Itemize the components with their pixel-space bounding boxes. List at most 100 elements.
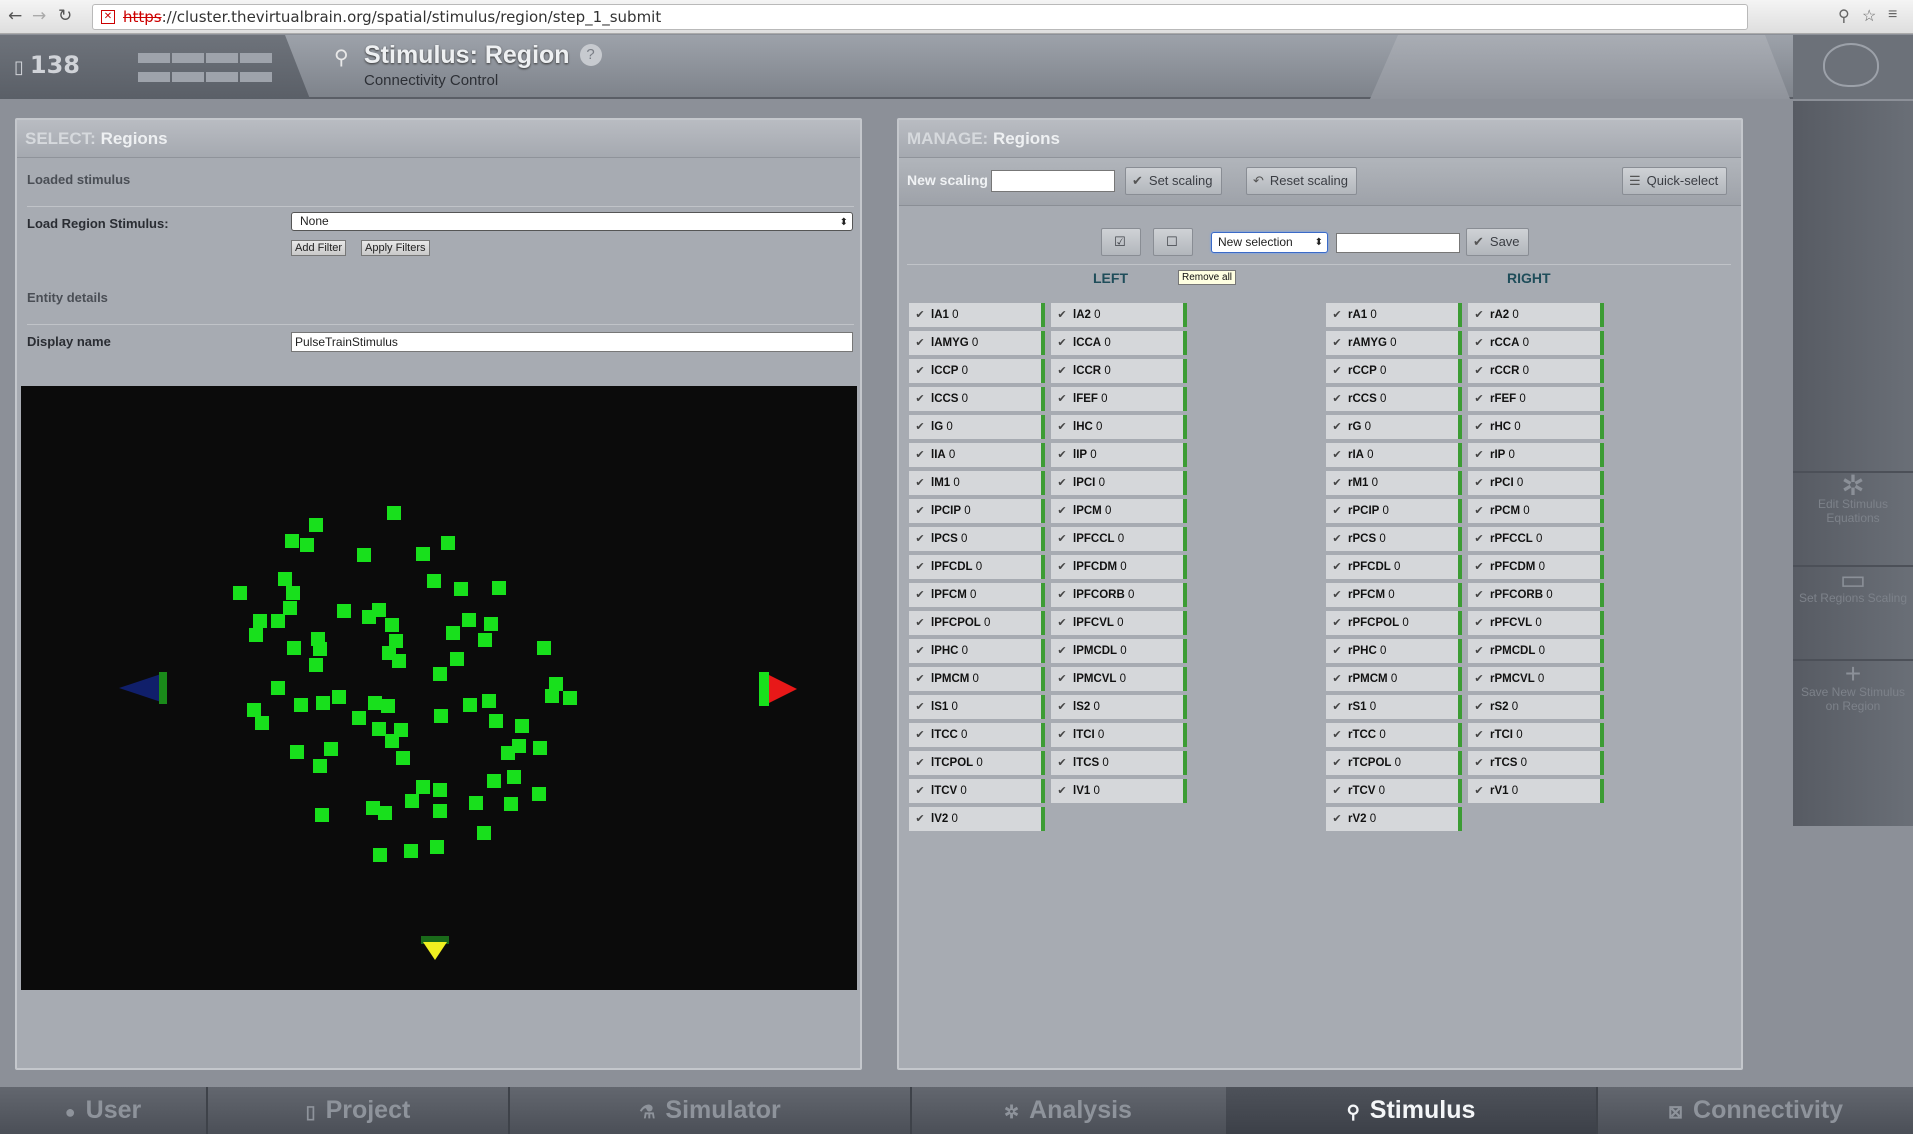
region-node[interactable] (492, 581, 506, 595)
region-item-lPFCDM[interactable]: ✔ lPFCDM 0 (1051, 555, 1187, 579)
region-node[interactable] (487, 774, 501, 788)
region-item-lIA[interactable]: ✔ lIA 0 (909, 443, 1045, 467)
region-item-rA1[interactable]: ✔ rA1 0 (1326, 303, 1462, 327)
region-node[interactable] (389, 634, 403, 648)
region-node[interactable] (512, 739, 526, 753)
tab-connectivity[interactable]: ⊠ Connectivity (1598, 1087, 1913, 1134)
region-item-lIP[interactable]: ✔ lIP 0 (1051, 443, 1187, 467)
project-menu-icon[interactable] (138, 53, 274, 91)
region-item-lA2[interactable]: ✔ lA2 0 (1051, 303, 1187, 327)
region-item-rAMYG[interactable]: ✔ rAMYG 0 (1326, 331, 1462, 355)
region-node[interactable] (446, 626, 460, 640)
checkbox-icon[interactable]: ✔ (1332, 449, 1342, 461)
checkbox-icon[interactable]: ✔ (1474, 561, 1484, 573)
region-node[interactable] (504, 797, 518, 811)
region-node[interactable] (300, 538, 314, 552)
checkbox-icon[interactable]: ✔ (1332, 393, 1342, 405)
region-node[interactable] (450, 652, 464, 666)
checkbox-icon[interactable]: ✔ (1474, 785, 1484, 797)
selection-select[interactable]: New selection ⬍ (1211, 232, 1328, 253)
checkbox-icon[interactable]: ✔ (915, 365, 925, 377)
region-item-lPCIP[interactable]: ✔ lPCIP 0 (909, 499, 1045, 523)
checkbox-icon[interactable]: ✔ (915, 673, 925, 685)
checkbox-icon[interactable]: ✔ (1332, 337, 1342, 349)
tab-project[interactable]: ▯ Project (208, 1087, 508, 1134)
region-item-lTCC[interactable]: ✔ lTCC 0 (909, 723, 1045, 747)
region-node[interactable] (283, 601, 297, 615)
region-node[interactable] (533, 741, 547, 755)
checkbox-icon[interactable]: ✔ (915, 701, 925, 713)
region-item-lPFCVL[interactable]: ✔ lPFCVL 0 (1051, 611, 1187, 635)
region-item-rPCS[interactable]: ✔ rPCS 0 (1326, 527, 1462, 551)
reset-scaling-button[interactable]: ↶ Reset scaling (1246, 167, 1357, 195)
checkbox-icon[interactable]: ✔ (1474, 505, 1484, 517)
region-item-lTCPOL[interactable]: ✔ lTCPOL 0 (909, 751, 1045, 775)
region-node[interactable] (290, 745, 304, 759)
checkbox-icon[interactable]: ✔ (1057, 645, 1067, 657)
region-item-rPCI[interactable]: ✔ rPCI 0 (1468, 471, 1604, 495)
region-node[interactable] (416, 780, 430, 794)
quick-select-button[interactable]: ☰ Quick-select (1622, 167, 1728, 195)
region-item-lPCS[interactable]: ✔ lPCS 0 (909, 527, 1045, 551)
checkbox-icon[interactable]: ✔ (1474, 701, 1484, 713)
region-node[interactable] (309, 518, 323, 532)
checkbox-icon[interactable]: ✔ (915, 813, 925, 825)
region-node[interactable] (247, 703, 261, 717)
region-node[interactable] (278, 572, 292, 586)
region-node[interactable] (392, 654, 406, 668)
region-item-lPCM[interactable]: ✔ lPCM 0 (1051, 499, 1187, 523)
selection-name-input[interactable] (1336, 233, 1460, 253)
region-node[interactable] (549, 677, 563, 691)
checkbox-icon[interactable]: ✔ (1332, 505, 1342, 517)
project-block[interactable]: ▯ 138 (0, 35, 310, 99)
checkbox-icon[interactable]: ✔ (1474, 477, 1484, 489)
region-item-lPFCM[interactable]: ✔ lPFCM 0 (909, 583, 1045, 607)
region-item-rPCIP[interactable]: ✔ rPCIP 0 (1326, 499, 1462, 523)
region-node[interactable] (357, 548, 371, 562)
region-item-rTCC[interactable]: ✔ rTCC 0 (1326, 723, 1462, 747)
checkbox-icon[interactable]: ✔ (1474, 365, 1484, 377)
checkbox-icon[interactable]: ✔ (1332, 757, 1342, 769)
checkbox-icon[interactable]: ✔ (915, 421, 925, 433)
region-item-lS2[interactable]: ✔ lS2 0 (1051, 695, 1187, 719)
region-item-lCCR[interactable]: ✔ lCCR 0 (1051, 359, 1187, 383)
region-node[interactable] (315, 808, 329, 822)
region-item-rPFCCL[interactable]: ✔ rPFCCL 0 (1468, 527, 1604, 551)
region-item-rCCP[interactable]: ✔ rCCP 0 (1326, 359, 1462, 383)
add-filter-button[interactable]: Add Filter (291, 240, 347, 256)
region-item-rS1[interactable]: ✔ rS1 0 (1326, 695, 1462, 719)
region-node[interactable] (285, 534, 299, 548)
checkbox-icon[interactable]: ✔ (1057, 617, 1067, 629)
checkbox-icon[interactable]: ✔ (1474, 589, 1484, 601)
region-node[interactable] (309, 658, 323, 672)
region-node[interactable] (396, 751, 410, 765)
menu-icon[interactable]: ≡ (1888, 6, 1898, 23)
region-item-lCCP[interactable]: ✔ lCCP 0 (909, 359, 1045, 383)
region-item-lTCV[interactable]: ✔ lTCV 0 (909, 779, 1045, 803)
region-node[interactable] (433, 667, 447, 681)
region-item-lV2[interactable]: ✔ lV2 0 (909, 807, 1045, 831)
region-item-lS1[interactable]: ✔ lS1 0 (909, 695, 1045, 719)
region-item-lFEF[interactable]: ✔ lFEF 0 (1051, 387, 1187, 411)
region-node[interactable] (515, 719, 529, 733)
region-node[interactable] (477, 826, 491, 840)
checkbox-icon[interactable]: ✔ (1332, 785, 1342, 797)
region-node[interactable] (434, 709, 448, 723)
region-node[interactable] (433, 783, 447, 797)
region-item-rPFCDM[interactable]: ✔ rPFCDM 0 (1468, 555, 1604, 579)
region-item-lPCI[interactable]: ✔ lPCI 0 (1051, 471, 1187, 495)
region-item-lG[interactable]: ✔ lG 0 (909, 415, 1045, 439)
checkbox-icon[interactable]: ✔ (1474, 673, 1484, 685)
checkbox-icon[interactable]: ✔ (1057, 561, 1067, 573)
region-node[interactable] (366, 801, 380, 815)
region-node[interactable] (507, 770, 521, 784)
region-item-lV1[interactable]: ✔ lV1 0 (1051, 779, 1187, 803)
checkbox-icon[interactable]: ✔ (1332, 309, 1342, 321)
save-new-stimulus-button[interactable]: + Save New Stimulus on Region (1793, 659, 1913, 751)
region-node[interactable] (385, 734, 399, 748)
region-node[interactable] (313, 759, 327, 773)
region-item-rS2[interactable]: ✔ rS2 0 (1468, 695, 1604, 719)
region-item-lCCS[interactable]: ✔ lCCS 0 (909, 387, 1045, 411)
checkbox-icon[interactable]: ✔ (1332, 589, 1342, 601)
region-node[interactable] (427, 574, 441, 588)
